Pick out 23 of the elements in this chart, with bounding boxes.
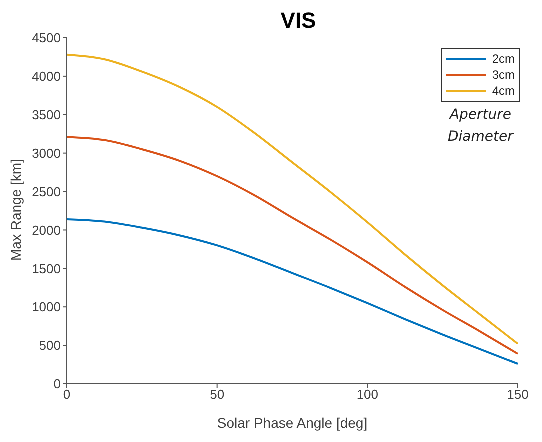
x-tick-label: 50 <box>210 387 225 402</box>
y-tick-label: 1000 <box>32 300 61 315</box>
x-tick-label: 100 <box>356 387 379 402</box>
y-tick-label: 4000 <box>32 69 61 84</box>
legend-label: 3cm <box>492 68 515 82</box>
y-axis-title: Max Range [km] <box>8 159 24 261</box>
y-tick-label: 500 <box>39 338 61 354</box>
line-series <box>67 218 518 366</box>
y-tick-label: 3000 <box>32 146 61 161</box>
y-tick-label: 2000 <box>32 222 61 238</box>
y-tick-label: 2500 <box>32 184 61 200</box>
chart-title: VIS <box>280 8 318 34</box>
y-tick-label: 4500 <box>32 30 61 46</box>
legend-label: 2cm <box>492 52 515 66</box>
y-tick-label: 3500 <box>32 108 61 123</box>
x-tick-label: 150 <box>507 387 529 402</box>
x-tick-label: 0 <box>63 387 71 402</box>
x-axis-title: Solar Phase Angle [deg] <box>217 415 368 431</box>
legend-label: 4cm <box>492 84 515 98</box>
y-tick-label: 1500 <box>32 261 61 276</box>
y-tick-label: 0 <box>54 376 61 392</box>
line-series <box>67 54 518 346</box>
legend-title: Aperture Diameter <box>448 106 514 147</box>
